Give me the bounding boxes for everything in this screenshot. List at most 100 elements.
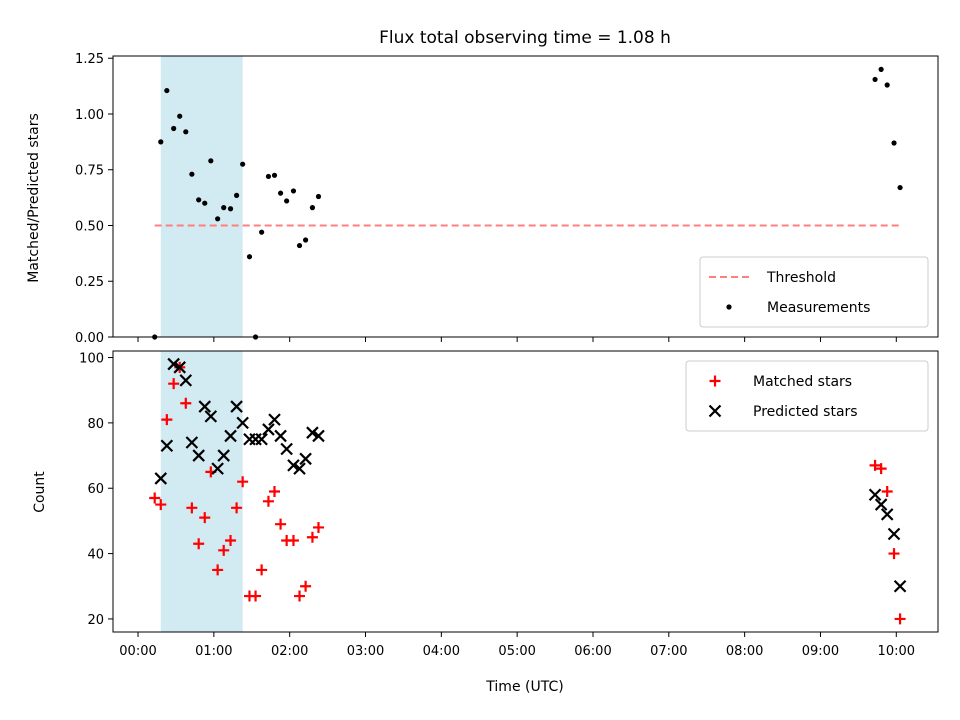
bottom-x-point-26	[868, 488, 882, 502]
bottom-x-point-20	[280, 442, 293, 456]
bottom-x-point-8	[204, 410, 218, 423]
bottom-x-point-22	[293, 462, 306, 475]
x-tick-label-7: 07:00	[650, 644, 687, 659]
bottom-plus-point-11	[218, 544, 230, 556]
bottom-plus-point-24	[300, 580, 312, 592]
bottom-plus-point-7	[193, 538, 205, 550]
top-dot-point-17	[259, 229, 265, 235]
bottom-x-point-30	[893, 579, 907, 593]
bottom-x-point-19	[274, 429, 287, 443]
bottom-x-point-14	[243, 432, 256, 446]
bottom-plus-point-18	[262, 495, 274, 507]
bottom-plus-point-26	[312, 521, 324, 533]
top-dot-point-19	[271, 172, 278, 178]
bottom-x-point-25	[312, 429, 325, 443]
bottom-plus-point-1	[155, 499, 167, 511]
x-tick-label-0: 00:00	[119, 644, 156, 659]
bottom-x-point-13	[236, 416, 249, 430]
bottom-plus-point-22	[287, 535, 299, 547]
top-axes-frame	[112, 55, 939, 338]
top-dot-point-20	[277, 190, 284, 196]
top-dot-point-26	[315, 193, 322, 200]
observing-span	[160, 56, 243, 337]
bottom-plus-point-20	[275, 518, 287, 530]
bottom-plus-point-17	[256, 564, 268, 576]
top-dot-point-7	[196, 197, 202, 203]
top-dot-point-6	[189, 171, 195, 177]
x-tick-label-3: 03:00	[347, 644, 384, 659]
bottom-plus-point-28	[875, 463, 887, 475]
top-y-tick-label-5: 1.25	[75, 52, 104, 67]
top-dot-point-11	[221, 205, 227, 211]
top-dot-point-8	[202, 200, 208, 206]
top-dot-point-14	[240, 161, 246, 167]
bottom-plus-point-10	[212, 564, 224, 576]
top-dot-point-12	[227, 206, 234, 212]
top-dot-point-24	[303, 237, 309, 243]
top-dot-point-1	[158, 139, 164, 145]
bottom-plus-point-2	[161, 414, 173, 426]
bottom-x-point-5	[185, 436, 199, 449]
top-dot-point-22	[290, 188, 297, 194]
bottom-x-point-10	[217, 449, 230, 462]
top-dot-point-18	[265, 173, 272, 180]
bottom-legend-plus-swatch	[709, 375, 721, 387]
x-tick-label-4: 04:00	[423, 644, 460, 659]
bottom-axes-frame	[112, 350, 939, 633]
x-tick-label-8: 08:00	[726, 644, 763, 659]
bottom-plus-point-23	[294, 590, 306, 602]
top-dot-point-28	[878, 66, 884, 72]
bottom-x-point-27	[874, 498, 888, 511]
bottom-plus-point-25	[306, 531, 318, 543]
bottom-plus-point-13	[231, 502, 243, 514]
bottom-y-tick-label-0: 20	[87, 613, 104, 628]
top-dot-point-4	[177, 113, 183, 119]
bottom-x-point-9	[211, 462, 224, 475]
bottom-plus-point-29	[881, 486, 893, 497]
bottom-plus-point-31	[894, 613, 906, 625]
bottom-x-point-1	[160, 439, 174, 453]
bottom-legend: Matched stars Predicted stars	[685, 360, 929, 432]
bottom-y-tick-label-2: 60	[87, 482, 104, 497]
top-dot-point-10	[215, 216, 221, 222]
x-tick-label-9: 09:00	[802, 644, 839, 659]
chart-title: Flux total observing time = 1.08 h	[379, 28, 671, 48]
bottom-x-point-17	[262, 423, 275, 436]
bottom-plus-point-16	[250, 590, 262, 602]
bottom-plus-point-0	[149, 492, 161, 504]
top-y-axis-label: Matched/Predicted stars	[26, 113, 42, 283]
bottom-x-point-23	[299, 452, 312, 466]
bottom-plus-point-12	[225, 535, 237, 547]
observing-span	[160, 351, 243, 632]
bottom-x-point-15	[249, 432, 262, 446]
bottom-x-point-21	[287, 459, 300, 472]
x-tick-label-2: 02:00	[271, 644, 308, 659]
x-tick-label-6: 06:00	[574, 644, 611, 659]
bottom-x-point-6	[192, 449, 205, 462]
bottom-x-point-3	[173, 361, 187, 374]
top-panel: 0.00 0.25 0.50 0.75 1.00 1.25 Threshold Measure…	[75, 52, 939, 346]
bottom-plus-point-8	[199, 512, 211, 524]
top-legend-label-0: Threshold	[766, 270, 836, 286]
top-dot-point-23	[296, 242, 303, 249]
x-tick-label-5: 05:00	[498, 644, 535, 659]
top-y-tick-label-2: 0.50	[75, 219, 104, 234]
bottom-legend-label-1: Predicted stars	[753, 404, 858, 420]
top-dot-point-27	[872, 76, 878, 83]
bottom-plus-point-6	[186, 502, 198, 514]
bottom-legend-box	[685, 360, 929, 432]
bottom-plus-point-5	[180, 397, 192, 409]
bottom-x-point-28	[880, 508, 894, 521]
bottom-x-point-4	[179, 374, 193, 387]
bottom-plus-point-19	[269, 486, 281, 497]
bottom-x-point-0	[154, 472, 168, 485]
bottom-y-tick-label-3: 80	[87, 417, 104, 432]
top-dot-point-21	[284, 198, 290, 204]
top-y-tick-label-0: 0.00	[75, 331, 104, 346]
bottom-legend-x-swatch	[708, 404, 722, 418]
top-dot-point-15	[246, 254, 253, 260]
top-legend-dot-swatch	[726, 304, 732, 310]
bottom-x-point-12	[230, 400, 243, 413]
top-legend: Threshold Measurements	[699, 256, 929, 328]
